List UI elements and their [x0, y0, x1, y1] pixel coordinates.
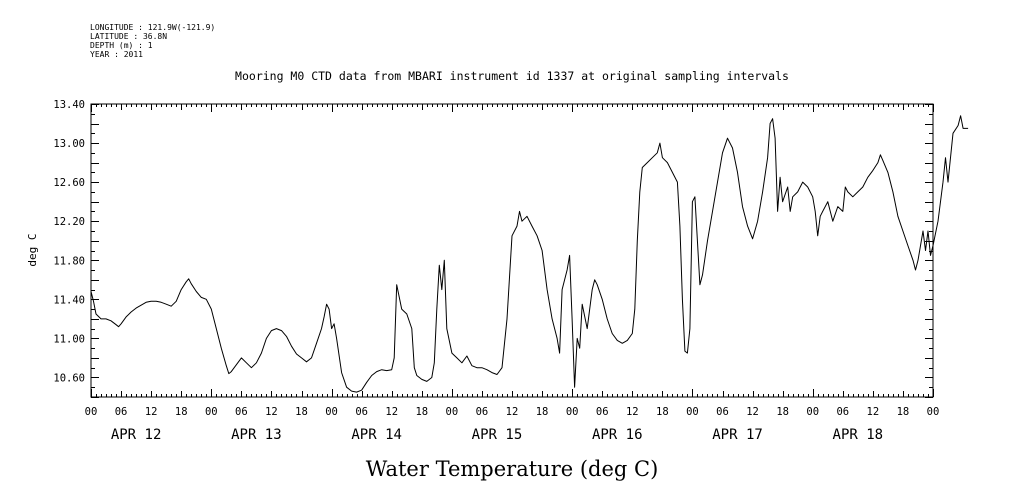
- x-tick-label: 12: [385, 406, 398, 418]
- x-tick-label: 00: [325, 406, 338, 418]
- day-label: APR 16: [592, 427, 643, 443]
- x-tick-label: 06: [115, 406, 128, 418]
- y-tick-label: 10.60: [53, 372, 85, 384]
- x-tick-label: 00: [85, 406, 98, 418]
- x-tick-label: 18: [897, 406, 910, 418]
- x-tick-label: 18: [656, 406, 669, 418]
- x-tick-label: 18: [175, 406, 188, 418]
- x-tick-label: 00: [927, 406, 940, 418]
- day-label: APR 13: [231, 427, 282, 443]
- y-tick-label: 13.00: [53, 138, 85, 150]
- x-tick-label: 06: [235, 406, 248, 418]
- x-tick-label: 00: [205, 406, 218, 418]
- x-tick-label: 00: [686, 406, 699, 418]
- y-tick-labels: 10.60 11.00 11.40 11.80 12.20 12.60 13.00 13.40: [53, 99, 85, 384]
- chart-title: Mooring M0 CTD data from MBARI instrumen…: [235, 69, 789, 83]
- y-axis-label: deg C: [26, 233, 39, 266]
- day-label: APR 14: [351, 427, 402, 443]
- depth-label: DEPTH (m) : 1: [90, 41, 153, 50]
- longitude-label: LONGITUDE : 121.9W(-121.9): [90, 23, 215, 32]
- x-tick-label: 00: [566, 406, 579, 418]
- x-tick-label: 12: [265, 406, 278, 418]
- x-tick-label: 06: [476, 406, 489, 418]
- x-tick-label: 12: [626, 406, 639, 418]
- latitude-label: LATITUDE : 36.8N: [90, 32, 167, 41]
- y-tick-label: 12.60: [53, 177, 85, 189]
- x-tick-label: 12: [746, 406, 759, 418]
- plot-frame: [90, 103, 934, 398]
- x-tick-label: 18: [536, 406, 549, 418]
- x-tick-label: 12: [506, 406, 519, 418]
- day-labels: APR 12 APR 13 APR 14 APR 15 APR 16 APR 17 APR …: [111, 427, 883, 443]
- temperature-series-line: [90, 115, 969, 393]
- x-tick-label: 18: [776, 406, 789, 418]
- x-axis-label: Water Temperature (deg C): [366, 457, 659, 481]
- y-tick-label: 13.40: [53, 99, 85, 111]
- x-tick-label: 18: [415, 406, 428, 418]
- x-tick-label: 06: [716, 406, 729, 418]
- x-tick-label: 12: [867, 406, 880, 418]
- day-label: APR 18: [833, 427, 884, 443]
- x-tick-label: 12: [145, 406, 158, 418]
- x-tick-label: 06: [596, 406, 609, 418]
- x-tick-labels: 00 06 12 18 00 06 12 18 00 06 12 18 00 06 12 18 00 06 12 18…: [85, 406, 940, 418]
- x-tick-label: 00: [446, 406, 459, 418]
- year-label: YEAR : 2011: [90, 50, 143, 59]
- x-tick-label: 00: [806, 406, 819, 418]
- y-tick-label: 11.80: [53, 255, 85, 267]
- axis-ticks: [91, 104, 934, 398]
- day-label: APR 17: [712, 427, 763, 443]
- x-tick-label: 18: [295, 406, 308, 418]
- day-label: APR 12: [111, 427, 162, 443]
- y-tick-label: 11.40: [53, 294, 85, 306]
- x-tick-label: 06: [836, 406, 849, 418]
- day-label: APR 15: [472, 427, 523, 443]
- y-tick-label: 11.00: [53, 333, 85, 345]
- series-group: [90, 115, 969, 393]
- x-tick-label: 06: [355, 406, 368, 418]
- y-tick-label: 12.20: [53, 216, 85, 228]
